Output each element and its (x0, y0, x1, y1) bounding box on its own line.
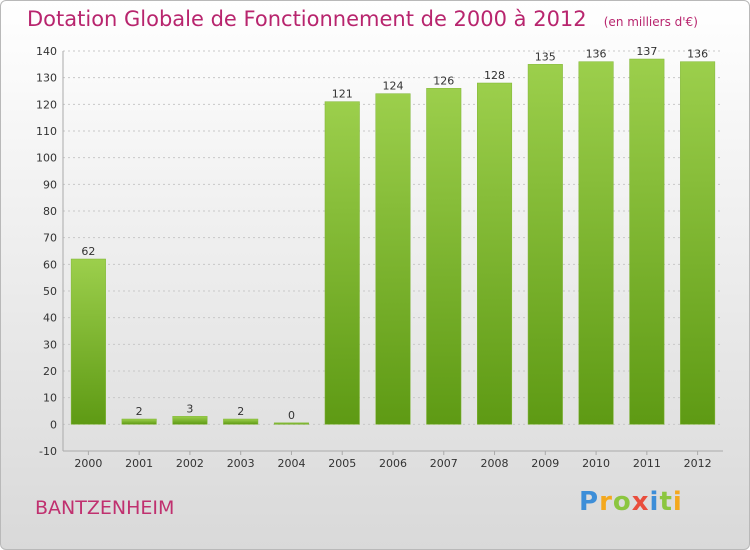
x-tick-label: 2012 (684, 457, 712, 470)
y-tick-label: 100 (36, 152, 57, 165)
bar (223, 418, 259, 425)
y-tick-label: 130 (36, 72, 57, 85)
x-tick-label: 2009 (531, 457, 559, 470)
data-label: 128 (484, 69, 505, 82)
logo-letter: P (579, 487, 600, 517)
data-label: 0 (288, 409, 295, 422)
bar (426, 88, 462, 425)
commune-name: BANTZENHEIM (35, 497, 175, 519)
bar (578, 61, 614, 425)
y-tick-label: 120 (36, 98, 57, 111)
bar (680, 61, 716, 425)
chart-title: Dotation Globale de Fonctionnement de 20… (27, 7, 587, 31)
x-tick-label: 2011 (633, 457, 661, 470)
y-tick-label: 50 (43, 285, 57, 298)
bar (121, 418, 157, 425)
bar (70, 258, 106, 425)
logo-letter: r (599, 487, 613, 517)
bar (629, 58, 665, 425)
y-tick-label: 10 (43, 392, 57, 405)
bar (273, 422, 309, 425)
bar (527, 64, 563, 425)
data-label: 124 (383, 80, 404, 93)
bars (70, 58, 716, 425)
logo-letter: o (612, 487, 632, 517)
y-tick-label: 140 (36, 45, 57, 58)
x-tick-label: 2001 (125, 457, 153, 470)
bar (172, 416, 208, 425)
x-tick-label: 2008 (481, 457, 509, 470)
y-tick-label: -10 (39, 445, 57, 458)
y-tick-label: 70 (43, 232, 57, 245)
chart-subtitle: (en milliers d'€) (603, 15, 698, 29)
bar (324, 101, 360, 425)
data-label: 137 (636, 45, 657, 58)
logo-letter: i (672, 487, 683, 517)
logo-letter: x (631, 487, 650, 517)
y-tick-label: 80 (43, 205, 57, 218)
y-tick-label: 0 (50, 418, 57, 431)
data-label: 135 (535, 50, 556, 63)
bar (477, 82, 513, 425)
y-tick-label: 110 (36, 125, 57, 138)
data-label: 136 (586, 48, 607, 61)
labels: -100102030405060708090100110120130140622… (36, 45, 712, 470)
y-tick-label: 90 (43, 178, 57, 191)
y-tick-label: 40 (43, 312, 57, 325)
data-label: 136 (687, 48, 708, 61)
x-tick-label: 2010 (582, 457, 610, 470)
data-label: 3 (186, 402, 193, 415)
y-tick-label: 60 (43, 258, 57, 271)
logo-letter: t (659, 487, 673, 517)
x-tick-label: 2003 (227, 457, 255, 470)
x-tick-label: 2002 (176, 457, 204, 470)
data-label: 2 (237, 405, 244, 418)
data-label: 62 (81, 245, 95, 258)
data-label: 126 (433, 74, 454, 87)
y-tick-label: 30 (43, 338, 57, 351)
axes (62, 51, 723, 455)
data-label: 121 (332, 88, 353, 101)
y-tick-label: 20 (43, 365, 57, 378)
x-tick-label: 2006 (379, 457, 407, 470)
x-tick-label: 2004 (277, 457, 305, 470)
data-label: 2 (136, 405, 143, 418)
x-tick-label: 2000 (74, 457, 102, 470)
bar (375, 93, 411, 425)
x-tick-label: 2005 (328, 457, 356, 470)
x-tick-label: 2007 (430, 457, 458, 470)
proxiti-logo[interactable]: Proxiti (579, 487, 683, 517)
title-block: Dotation Globale de Fonctionnement de 20… (27, 7, 698, 31)
logo-letter: i (649, 487, 660, 517)
